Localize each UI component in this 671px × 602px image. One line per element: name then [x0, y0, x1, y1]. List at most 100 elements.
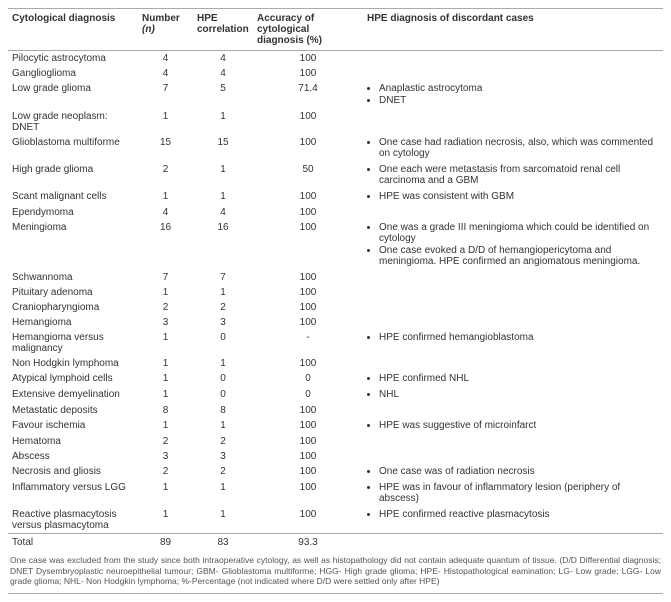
cell-diagnosis: Favour ischemia [8, 418, 138, 434]
header-hpe-line2: correlation [197, 24, 249, 35]
note-item: Anaplastic astrocytoma [379, 83, 659, 94]
cell-notes: HPE was suggestive of microinfarct [363, 418, 663, 434]
cell-notes [363, 270, 663, 285]
cell-notes [363, 403, 663, 418]
table-row: Hematoma22100 [8, 434, 663, 449]
header-hpe-line1: HPE [197, 13, 218, 24]
cell-number: 1 [138, 480, 193, 507]
cell-notes [363, 109, 663, 135]
total-hpe: 83 [193, 534, 253, 552]
total-label: Total [8, 534, 138, 552]
cell-diagnosis: Ependymoma [8, 205, 138, 220]
note-item: One each were metastasis from sarcomatoi… [379, 164, 659, 186]
total-notes [363, 534, 663, 552]
cell-accuracy: 100 [253, 480, 363, 507]
cell-hpe: 1 [193, 162, 253, 189]
cell-accuracy: 100 [253, 449, 363, 464]
table-row: Ependymoma44100 [8, 205, 663, 220]
cell-accuracy: 71.4 [253, 81, 363, 109]
table-row: Hemangioma versus malignancy10-HPE confi… [8, 330, 663, 356]
cell-diagnosis: Atypical lymphoid cells [8, 371, 138, 387]
cell-diagnosis: Scant malignant cells [8, 189, 138, 205]
header-acc-line1: Accuracy of cytological [257, 13, 314, 35]
header-number-line1: Number [142, 13, 180, 24]
cell-notes: HPE was consistent with GBM [363, 189, 663, 205]
cell-number: 1 [138, 387, 193, 403]
table-row: Low grade glioma7571.4Anaplastic astrocy… [8, 81, 663, 109]
cell-diagnosis: Hematoma [8, 434, 138, 449]
cell-hpe: 4 [193, 51, 253, 67]
note-item: HPE was consistent with GBM [379, 191, 659, 202]
table-row: Meningioma1616100One was a grade III men… [8, 220, 663, 270]
cell-hpe: 0 [193, 371, 253, 387]
note-item: HPE confirmed NHL [379, 373, 659, 384]
cell-hpe: 8 [193, 403, 253, 418]
cell-hpe: 16 [193, 220, 253, 270]
table-row: Necrosis and gliosis22100One case was of… [8, 464, 663, 480]
note-item: One case was of radiation necrosis [379, 466, 659, 477]
cell-hpe: 1 [193, 285, 253, 300]
header-hpe: HPE correlation [193, 9, 253, 51]
table-row: Ganglioglioma44100 [8, 66, 663, 81]
cell-number: 4 [138, 205, 193, 220]
cell-accuracy: 100 [253, 135, 363, 162]
cell-number: 1 [138, 418, 193, 434]
cell-notes [363, 205, 663, 220]
cell-number: 15 [138, 135, 193, 162]
note-item: One was a grade III meningioma which cou… [379, 222, 659, 244]
cell-accuracy: - [253, 330, 363, 356]
cell-diagnosis: Glioblastoma multiforme [8, 135, 138, 162]
table-row: Abscess33100 [8, 449, 663, 464]
cell-accuracy: 100 [253, 66, 363, 81]
table-row: Schwannoma77100 [8, 270, 663, 285]
cell-accuracy: 100 [253, 205, 363, 220]
cell-diagnosis: Metastatic deposits [8, 403, 138, 418]
table-row: Favour ischemia11100HPE was suggestive o… [8, 418, 663, 434]
cell-number: 4 [138, 66, 193, 81]
cell-number: 1 [138, 189, 193, 205]
table-row: Extensive demyelination100NHL [8, 387, 663, 403]
cell-number: 3 [138, 315, 193, 330]
cell-number: 7 [138, 81, 193, 109]
cell-hpe: 7 [193, 270, 253, 285]
cell-accuracy: 100 [253, 315, 363, 330]
cell-notes [363, 434, 663, 449]
note-item: One case had radiation necrosis, also, w… [379, 137, 659, 159]
cell-diagnosis: High grade glioma [8, 162, 138, 189]
note-item: HPE confirmed hemangioblastoma [379, 332, 659, 343]
cell-diagnosis: Schwannoma [8, 270, 138, 285]
cell-number: 1 [138, 507, 193, 534]
table-row: Inflammatory versus LGG11100HPE was in f… [8, 480, 663, 507]
cell-accuracy: 100 [253, 285, 363, 300]
cell-notes: One each were metastasis from sarcomatoi… [363, 162, 663, 189]
cell-notes [363, 300, 663, 315]
cytology-table: Cytological diagnosis Number (n) HPE cor… [8, 8, 663, 551]
table-body: Pilocytic astrocytoma44100Ganglioglioma4… [8, 51, 663, 534]
cell-accuracy: 50 [253, 162, 363, 189]
cell-number: 3 [138, 449, 193, 464]
cell-notes: One case was of radiation necrosis [363, 464, 663, 480]
cell-hpe: 2 [193, 300, 253, 315]
cell-number: 8 [138, 403, 193, 418]
table-row: High grade glioma2150One each were metas… [8, 162, 663, 189]
cell-notes: NHL [363, 387, 663, 403]
header-diagnosis: Cytological diagnosis [8, 9, 138, 51]
cell-diagnosis: Low grade neoplasm: DNET [8, 109, 138, 135]
cell-number: 4 [138, 51, 193, 67]
cell-number: 1 [138, 371, 193, 387]
cell-accuracy: 100 [253, 403, 363, 418]
cell-notes [363, 66, 663, 81]
note-item: One case evoked a D/D of hemangiopericyt… [379, 245, 659, 267]
cell-notes [363, 285, 663, 300]
cell-notes: HPE confirmed reactive plasmacytosis [363, 507, 663, 534]
cell-hpe: 1 [193, 356, 253, 371]
cell-notes [363, 356, 663, 371]
cell-hpe: 0 [193, 330, 253, 356]
table-row: Metastatic deposits88100 [8, 403, 663, 418]
cell-number: 1 [138, 356, 193, 371]
total-row: Total 89 83 93.3 [8, 534, 663, 552]
cell-diagnosis: Necrosis and gliosis [8, 464, 138, 480]
cell-diagnosis: Abscess [8, 449, 138, 464]
cell-accuracy: 100 [253, 300, 363, 315]
cell-number: 1 [138, 109, 193, 135]
